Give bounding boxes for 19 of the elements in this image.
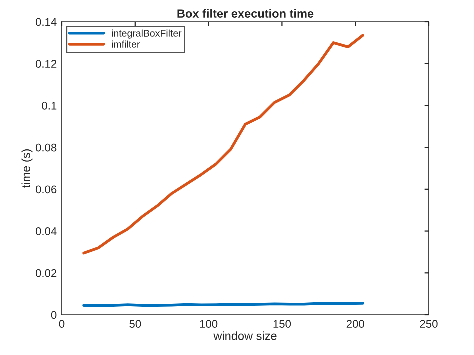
y-tick-label: 0: [51, 311, 57, 320]
y-tick-label: 0.08: [36, 144, 57, 152]
x-tick-label: 150: [274, 320, 292, 328]
legend-label: integralBoxFilter: [112, 30, 182, 39]
chart-title: Box filter execution time: [178, 9, 314, 18]
x-tick-label: 0: [59, 320, 65, 328]
x-tick-label: 50: [130, 320, 142, 328]
x-tick-label: 100: [200, 320, 218, 328]
y-tick-label: 0.06: [36, 186, 57, 194]
x-tick-label: 200: [346, 320, 364, 328]
y-tick-label: 0.1: [42, 102, 57, 110]
y-tick-label: 0.14: [36, 18, 57, 26]
y-tick-label: 0.12: [36, 60, 57, 68]
x-tick-label: 250: [420, 320, 438, 328]
y-tick-label: 0.04: [36, 228, 57, 236]
y-axis-title: time (s): [22, 150, 33, 188]
y-tick-label: 0.02: [36, 269, 57, 278]
x-axis-title: window size: [214, 332, 277, 340]
legend-label: imfilter: [112, 40, 140, 48]
